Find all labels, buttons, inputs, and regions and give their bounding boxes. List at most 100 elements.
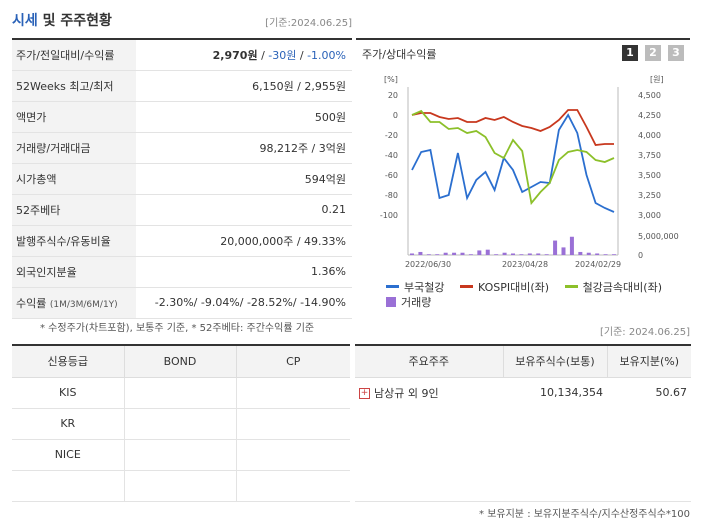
series-line-3 xyxy=(411,109,615,206)
left-axis-unit: [%] xyxy=(384,75,398,84)
col-header: 주요주주 xyxy=(355,344,503,378)
separator: / xyxy=(296,48,308,62)
current-price: 2,970원 xyxy=(212,48,258,62)
returns-period: (1M/3M/6M/1Y) xyxy=(49,299,118,310)
left-tick-label: -100 xyxy=(380,211,398,220)
chart-tab-2[interactable]: 2 xyxy=(645,45,661,61)
agency-cell: KR xyxy=(12,408,124,440)
left-tick-label: 0 xyxy=(393,111,398,120)
volume-bar xyxy=(569,236,574,255)
table-row xyxy=(355,408,691,439)
chart-tab-3[interactable]: 3 xyxy=(668,45,684,61)
table-row xyxy=(355,470,691,502)
bond-cell xyxy=(123,408,236,440)
volume-bar xyxy=(485,249,490,255)
volume-bar xyxy=(468,254,473,255)
agency-cell: KIS xyxy=(12,377,124,409)
table-row: 52Weeks 최고/최저 6,150원 / 2,955원 xyxy=(12,70,352,102)
section-title-main: 시세 xyxy=(12,13,38,29)
left-tick-label: -60 xyxy=(385,171,398,180)
row-value: 1.36% xyxy=(136,256,352,288)
chart-legend: 부국철강 KOSPI대비(좌) 철강금속대비(좌) 거래량 xyxy=(386,278,686,310)
table-row: 발행주식수/유동비율 20,000,000주 / 49.33% xyxy=(12,225,352,257)
table-header: 신용등급 BOND CP xyxy=(12,344,350,378)
volume-bar xyxy=(511,253,515,255)
volume-bar xyxy=(561,247,566,255)
row-value: 594억원 xyxy=(136,163,352,195)
volume-bar xyxy=(477,250,482,255)
price-change-rate: 2,970원 / -30원 / -1.00% xyxy=(136,38,352,71)
series-line-2 xyxy=(411,109,614,146)
table-row: + 남상규 외 9인 10,134,354 50.67 xyxy=(355,377,691,408)
expand-icon[interactable]: + xyxy=(359,388,370,400)
table-row: 수익률 (1M/3M/6M/1Y) -2.30%/ -9.04%/ -28.52… xyxy=(12,287,352,319)
summary-table: 주가/전일대비/수익률 2,970원 / -30원 / -1.00% 52Wee… xyxy=(12,38,352,319)
row-label: 거래량/거래대금 xyxy=(12,132,136,164)
section-title-rest: 및 주주현황 xyxy=(37,13,112,29)
volume-bar xyxy=(595,253,600,255)
volume-bar xyxy=(612,254,616,255)
table-row: 시가총액 594억원 xyxy=(12,163,352,195)
legend-label: KOSPI대비(좌) xyxy=(477,280,550,294)
table-row: 52주베타 0.21 xyxy=(12,194,352,226)
credit-table: 신용등급 BOND CP KIS KR NICE xyxy=(12,344,350,502)
volume-bar xyxy=(494,254,499,255)
col-header: 보유지분(%) xyxy=(606,344,691,378)
agency-cell: NICE xyxy=(12,439,124,471)
legend-item-volume: 거래량 xyxy=(386,294,431,309)
volume-bar xyxy=(578,251,583,255)
cp-cell xyxy=(235,377,350,409)
cp-cell xyxy=(235,439,350,471)
row-label: 액면가 xyxy=(12,101,136,133)
row-value: 0.21 xyxy=(136,194,352,226)
table-row: KR xyxy=(12,408,350,440)
section-header: 시세 및 주주현황 [기준:2024.06.25] xyxy=(12,10,352,32)
base-date-2: [기준: 2024.06.25] xyxy=(599,327,690,338)
row-value: 500원 xyxy=(136,101,352,133)
row-label: 외국인지분율 xyxy=(12,256,136,288)
volume-tick-label: 0 xyxy=(638,251,643,260)
volume-bar xyxy=(502,252,507,255)
holder-shares: 10,134,354 xyxy=(540,386,603,400)
right-tick-label: 4,000 xyxy=(638,131,661,140)
change-rate: -1.00% xyxy=(307,48,346,62)
volume-bar xyxy=(536,253,541,255)
chart-title: 주가/상대수익률 xyxy=(362,48,437,61)
legend-swatch-kospi xyxy=(459,285,473,288)
table-row xyxy=(355,439,691,470)
bond-cell xyxy=(123,470,236,502)
row-value: 6,150원 / 2,955원 xyxy=(136,70,352,102)
base-date: [기준:2024.06.25] xyxy=(265,18,352,29)
volume-bar xyxy=(603,254,608,255)
returns-value: -2.30%/ -9.04%/ -28.52%/ -14.90% xyxy=(136,287,352,319)
table-row: 거래량/거래대금 98,212주 / 3억원 xyxy=(12,132,352,164)
series-line-1 xyxy=(411,113,615,213)
volume-bar xyxy=(418,251,423,255)
summary-note: * 수정주가(차트포함), 보통주 기준, * 52주베타: 주간수익률 기준 xyxy=(40,323,315,334)
x-tick-label: 2024/02/29 xyxy=(575,260,621,269)
row-label: 주가/전일대비/수익률 xyxy=(12,38,136,71)
legend-label: 거래량 xyxy=(401,295,432,309)
cp-cell xyxy=(235,408,350,440)
legend-item-stock: 부국철강 xyxy=(386,279,444,294)
legend-label: 철강금속대비(좌) xyxy=(582,280,662,294)
price-chart: [%] [원] 20 0 -20 -40 -60 -80 -100 4,500 4,250 4,000… xyxy=(380,75,679,269)
row-label: 발행주식수/유동비율 xyxy=(12,225,136,257)
row-label: 52Weeks 최고/최저 xyxy=(12,70,136,102)
right-tick-label: 3,000 xyxy=(638,211,661,220)
volume-bar xyxy=(519,254,524,255)
volume-bar xyxy=(410,253,414,255)
volume-bar xyxy=(544,254,549,255)
x-tick-label: 2023/04/28 xyxy=(502,260,548,269)
legend-item-kospi: KOSPI대비(좌) xyxy=(459,279,550,294)
volume-bar xyxy=(435,254,440,255)
agency-cell xyxy=(12,470,124,502)
table-row xyxy=(12,470,350,502)
returns-label: 수익률 xyxy=(16,296,47,310)
cp-cell xyxy=(235,470,350,502)
right-tick-label: 3,250 xyxy=(638,191,661,200)
table-row: 외국인지분율 1.36% xyxy=(12,256,352,288)
chart-tab-1[interactable]: 1 xyxy=(622,45,638,61)
right-tick-label: 4,250 xyxy=(638,111,661,120)
holder-pct: 50.67 xyxy=(655,386,688,400)
